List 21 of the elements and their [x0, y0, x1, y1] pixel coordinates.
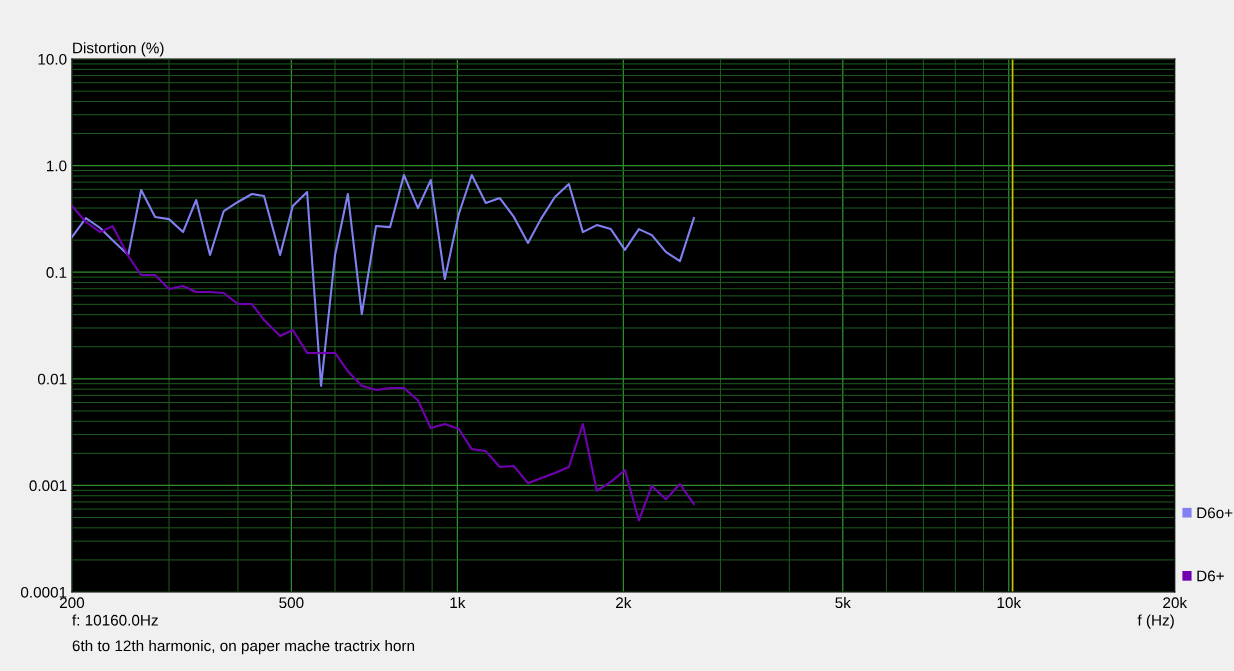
x-tick-label: 200 — [59, 597, 85, 609]
text: f: 10160.0Hz — [72, 614, 158, 626]
line-series — [71, 173, 695, 387]
y-tick-label: 0.001 — [29, 480, 67, 492]
x-axis-title: f (Hz) — [1137, 614, 1174, 629]
y-tick-label: 0.01 — [37, 373, 67, 385]
x-tick-label: 10k — [997, 596, 1022, 609]
y-axis-title: Distortion (%) — [73, 42, 164, 57]
x-tick-label: 20k — [1163, 596, 1188, 609]
y-tick-label: 10.0 — [38, 53, 67, 65]
x-tick-label: 500 — [279, 597, 304, 609]
legend-label: D6+ — [1197, 570, 1224, 582]
y-tick-label: 0.1 — [46, 267, 67, 278]
x-tick-label: 1k — [450, 596, 466, 608]
legend-label: D6o+ — [1197, 507, 1233, 519]
x-tick-label: 5k — [835, 596, 851, 609]
line-series — [71, 204, 695, 522]
y-tick-label: 1.0 — [47, 160, 67, 172]
y-tick-label: 0.0001 — [20, 586, 67, 598]
x-tick-label: 2k — [616, 596, 632, 608]
text: 6th to 12th harmonic, on paper mache tractrix horn — [72, 639, 415, 655]
